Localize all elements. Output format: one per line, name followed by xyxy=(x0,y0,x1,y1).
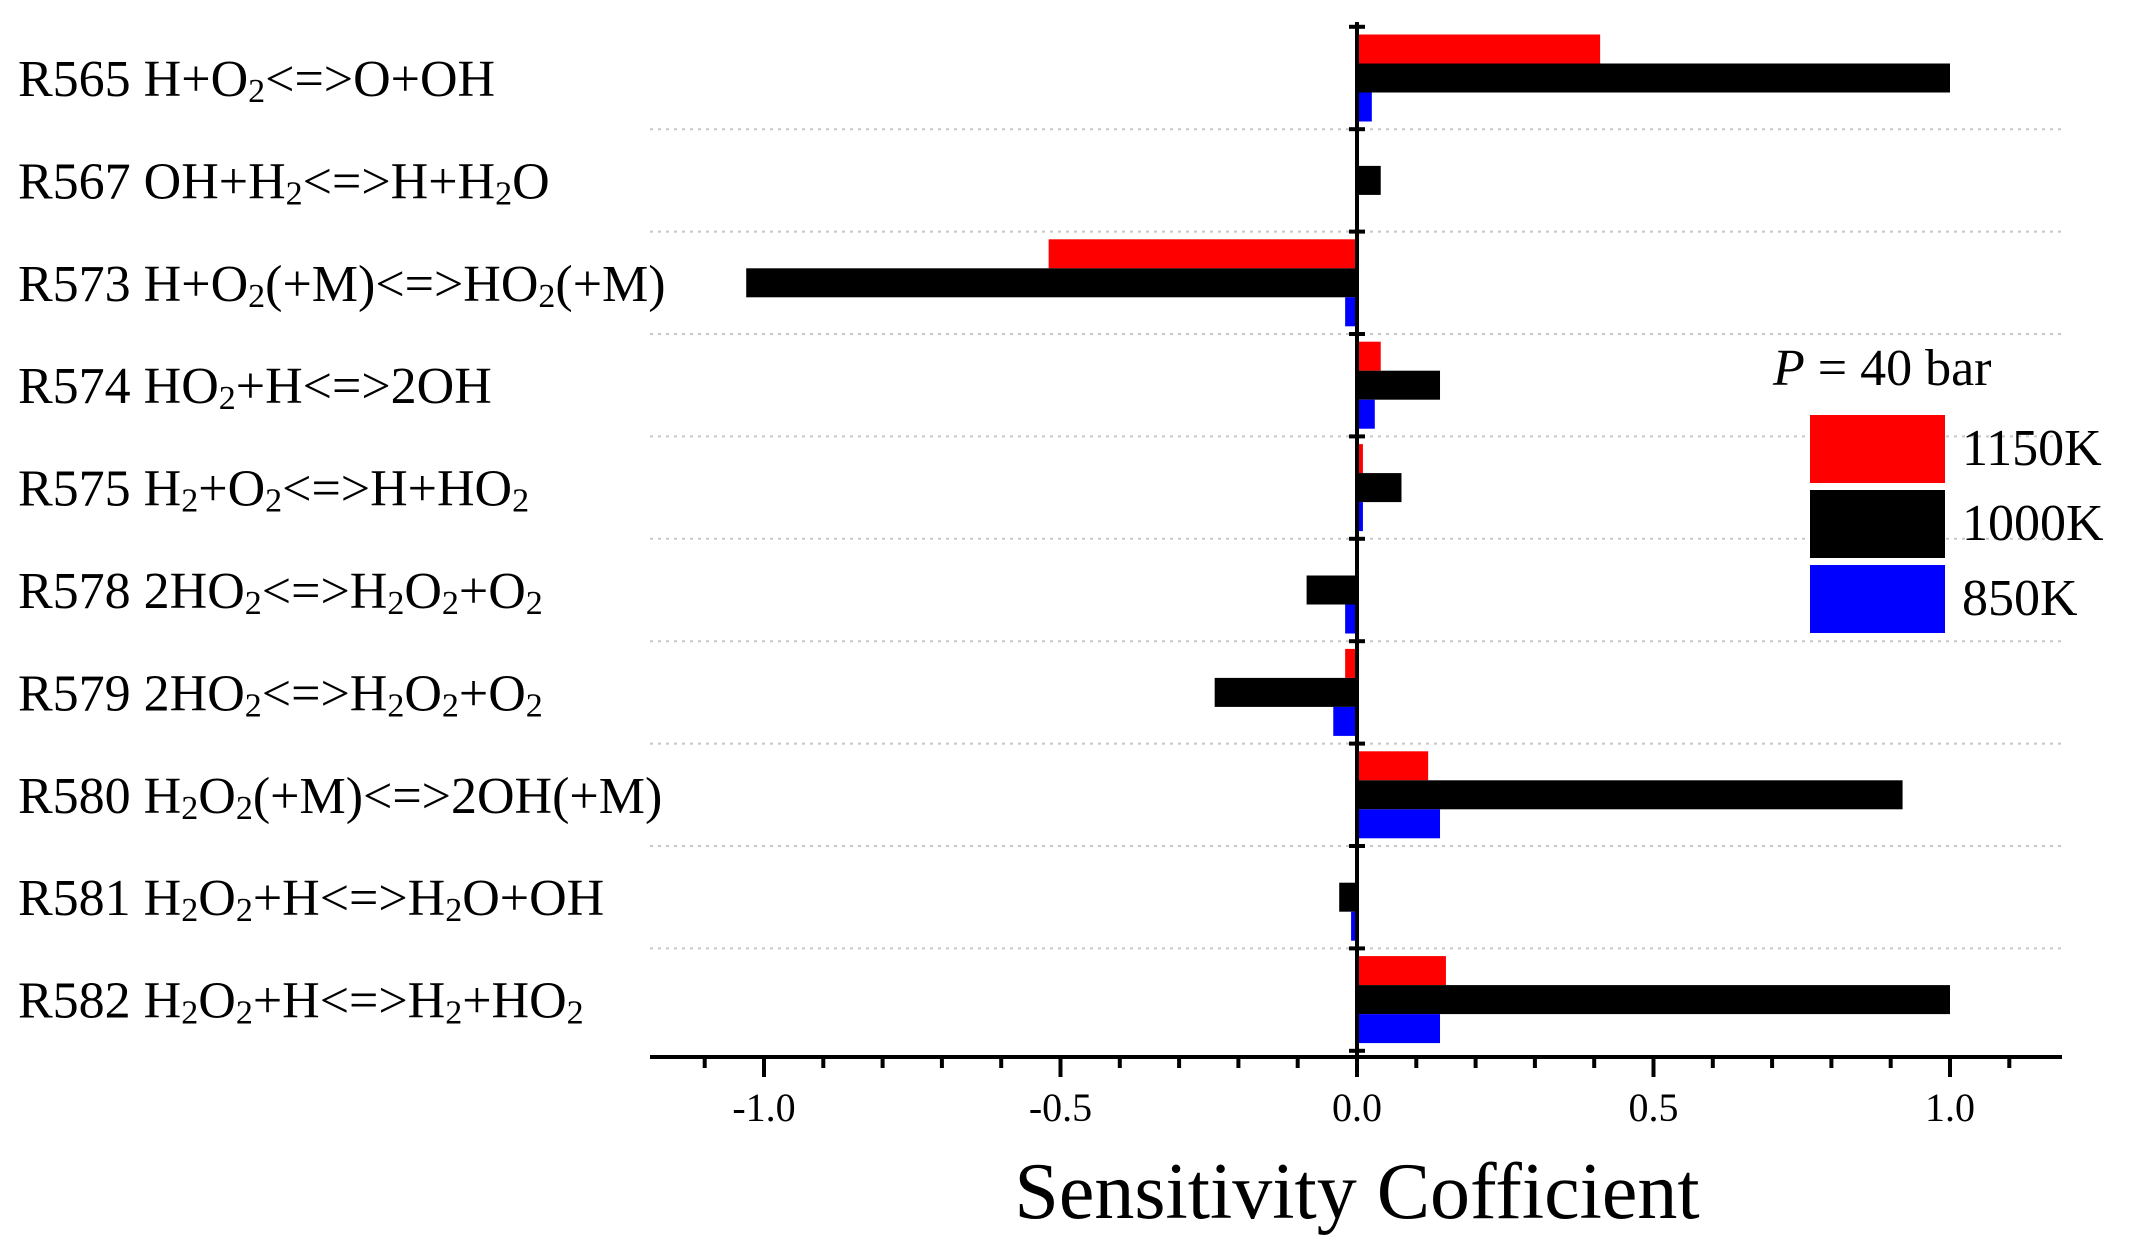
legend-label-1150K: 1150K xyxy=(1962,420,2102,477)
bar-R567-1000K xyxy=(1357,165,1381,195)
bar-R565-1000K xyxy=(1357,63,1950,93)
x-tick-label: -0.5 xyxy=(1029,1085,1092,1130)
x-tick-label: 1.0 xyxy=(1925,1085,1975,1130)
category-label-R580: R580 H2O2(+M)<=>2OH(+M) xyxy=(18,768,662,827)
legend-title: P = 40 bar xyxy=(1772,340,1992,397)
category-label-R567: R567 OH+H2<=>H+H2O xyxy=(18,153,550,212)
category-label-R578: R578 2HO2<=>H2O2+O2 xyxy=(18,563,543,622)
category-label-R579: R579 2HO2<=>H2O2+O2 xyxy=(18,665,543,724)
x-tick-label: -1.0 xyxy=(732,1085,795,1130)
bar-R575-1000K xyxy=(1357,473,1402,503)
bar-R582-850K xyxy=(1357,1014,1441,1044)
x-tick-label: 0.0 xyxy=(1332,1085,1382,1130)
x-axis-title: Sensitivity Cofficient xyxy=(1014,1148,1699,1236)
bar-R573-1150K xyxy=(1048,239,1357,269)
x-tick-label: 0.5 xyxy=(1629,1085,1679,1130)
category-label-R573: R573 H+O2(+M)<=>HO2(+M) xyxy=(18,256,666,315)
bar-R575-850K xyxy=(1357,502,1363,532)
legend-swatch-1000K xyxy=(1810,490,1945,558)
bars-layer xyxy=(746,34,1950,1044)
bar-R579-1150K xyxy=(1345,648,1357,678)
category-label-R575: R575 H2+O2<=>H+HO2 xyxy=(18,461,529,520)
axes-layer: -1.0 -0.5 0.0 0.5 1.0 Sensitivity Cofficient xyxy=(650,22,2062,1236)
bar-R582-1000K xyxy=(1357,985,1950,1015)
bar-R575-1150K xyxy=(1357,444,1363,474)
category-label-R565: R565 H+O2<=>O+OH xyxy=(18,51,495,110)
bar-R582-1150K xyxy=(1357,956,1446,986)
legend-swatch-850K xyxy=(1810,565,1945,633)
bar-R580-850K xyxy=(1357,809,1441,839)
bar-R573-850K xyxy=(1345,297,1357,327)
bar-R581-1000K xyxy=(1339,882,1357,912)
legend-label-1000K: 1000K xyxy=(1962,495,2104,552)
legend: P = 40 bar 1150K 1000K 850K xyxy=(1772,340,2104,633)
bar-R580-1000K xyxy=(1357,780,1903,810)
bar-R565-1150K xyxy=(1357,34,1601,64)
bar-R574-1000K xyxy=(1357,370,1441,400)
bar-R573-1000K xyxy=(746,268,1357,298)
category-label-R582: R582 H2O2+H<=>H2+HO2 xyxy=(18,973,584,1032)
bar-R581-850K xyxy=(1351,911,1357,941)
bar-R574-1150K xyxy=(1357,341,1381,371)
bar-R579-850K xyxy=(1333,706,1357,736)
category-label-R581: R581 H2O2+H<=>H2O+OH xyxy=(18,870,604,929)
category-label-R574: R574 HO2+H<=>2OH xyxy=(18,358,492,417)
bar-R574-850K xyxy=(1357,399,1375,429)
bar-R580-1150K xyxy=(1357,751,1429,781)
bar-R579-1000K xyxy=(1214,677,1357,707)
legend-label-850K: 850K xyxy=(1962,570,2078,627)
bar-R565-850K xyxy=(1357,92,1372,122)
bar-R578-1000K xyxy=(1306,575,1357,605)
category-labels: R565 H+O2<=>O+OH R567 OH+H2<=>H+H2O R573 H… xyxy=(18,51,666,1032)
legend-swatch-1150K xyxy=(1810,415,1945,483)
bar-R578-850K xyxy=(1345,604,1357,634)
